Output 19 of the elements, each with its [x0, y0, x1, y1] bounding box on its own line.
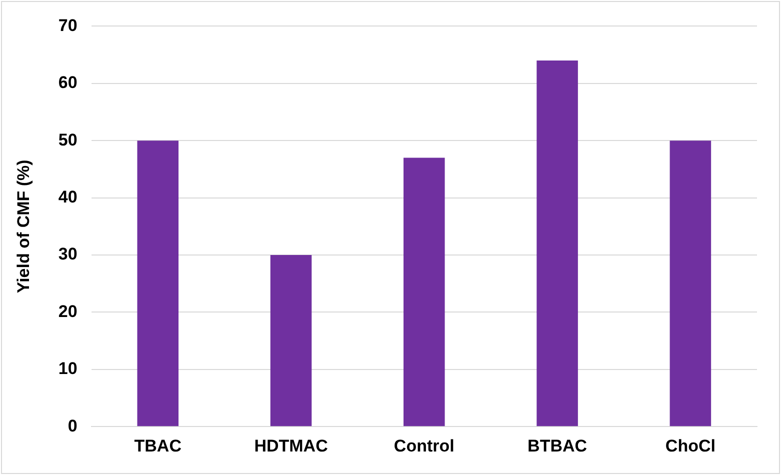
y-tick-label: 20 — [58, 302, 78, 321]
y-tick-label: 0 — [68, 416, 78, 436]
x-tick-label: BTBAC — [528, 436, 588, 456]
x-tick-label: Control — [394, 436, 454, 456]
bar — [137, 140, 179, 426]
y-tick-label: 70 — [58, 16, 78, 35]
y-axis-title: Yield of CMF (%) — [14, 160, 33, 294]
y-tick-label: 50 — [58, 130, 78, 150]
y-tick-label: 40 — [58, 187, 78, 206]
bar — [404, 158, 445, 426]
x-tick-label: TBAC — [134, 436, 182, 456]
y-tick-label: 10 — [58, 359, 78, 378]
bar — [270, 255, 312, 426]
bar — [536, 60, 578, 426]
y-tick-label: 30 — [58, 244, 78, 264]
x-tick-label: HDTMAC — [254, 436, 328, 456]
y-tick-label: 60 — [58, 73, 78, 92]
bar — [670, 140, 712, 426]
x-tick-label: ChoCl — [665, 436, 716, 456]
